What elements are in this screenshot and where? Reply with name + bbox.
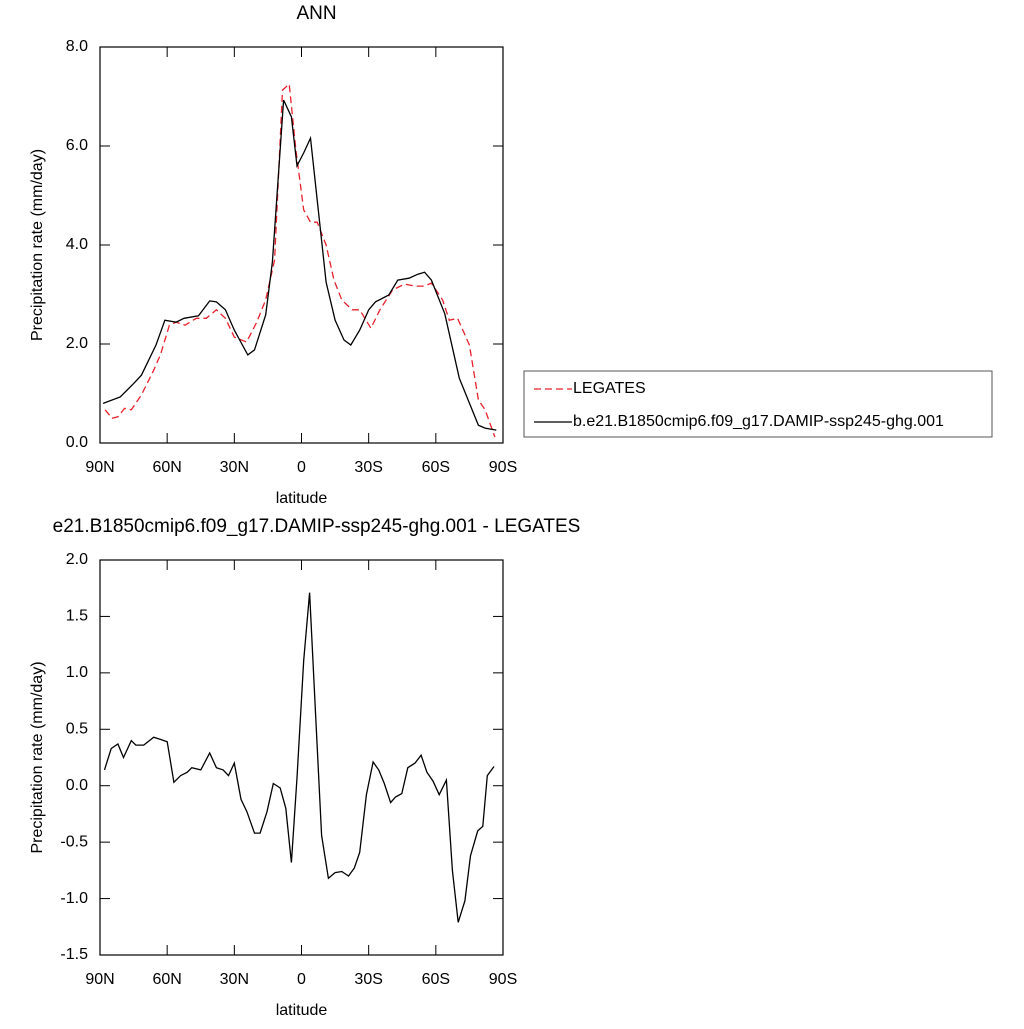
x-tick-label: 90N [85, 459, 114, 476]
y-tick-label: 8.0 [66, 38, 88, 55]
y-tick-label: 0.0 [66, 434, 88, 451]
y-tick-label: 2.0 [66, 335, 88, 352]
x-tick-label: 30N [220, 459, 249, 476]
x-tick-label: 90S [489, 971, 517, 988]
chart-title: e21.B1850cmip6.f09_g17.DAMIP-ssp245-ghg.… [53, 516, 581, 537]
y-tick-label: -1.0 [60, 890, 88, 907]
x-tick-label: 90N [85, 971, 114, 988]
y-tick-label: 0.0 [66, 777, 88, 794]
plot-frame [99, 46, 504, 444]
y-axis-title: Precipitation rate (mm/day) [29, 149, 46, 341]
x-tick-label: 30S [354, 971, 382, 988]
chart-title: ANN [296, 3, 336, 24]
x-tick-label: 60S [422, 971, 450, 988]
y-axis-title: Precipitation rate (mm/day) [29, 661, 46, 853]
y-tick-label: 2.0 [66, 551, 88, 568]
x-tick-label: 90S [489, 459, 517, 476]
y-tick-label: 6.0 [66, 137, 88, 154]
y-tick-label: 1.0 [66, 664, 88, 681]
legend-label: LEGATES [573, 380, 646, 397]
y-tick-label: 4.0 [66, 236, 88, 253]
data-line [104, 82, 496, 438]
y-tick-label: -0.5 [60, 833, 88, 850]
legend-label: b.e21.B1850cmip6.f09_g17.DAMIP-ssp245-gh… [573, 413, 944, 430]
y-tick-label: 0.5 [66, 721, 88, 738]
y-tick-label: 1.5 [66, 608, 88, 625]
x-axis-title: latitude [276, 490, 328, 507]
legend-frame [523, 370, 993, 438]
x-tick-label: 0 [297, 459, 306, 476]
data-line [103, 592, 495, 923]
x-tick-label: 60S [422, 459, 450, 476]
y-tick-label: -1.5 [60, 946, 88, 963]
x-tick-label: 30S [354, 459, 382, 476]
x-tick-label: 60N [152, 459, 181, 476]
x-tick-label: 60N [152, 971, 181, 988]
plot-frame [99, 559, 504, 956]
x-axis-title: latitude [276, 1002, 328, 1019]
x-tick-label: 30N [220, 971, 249, 988]
x-tick-label: 0 [297, 971, 306, 988]
data-line [102, 99, 497, 431]
